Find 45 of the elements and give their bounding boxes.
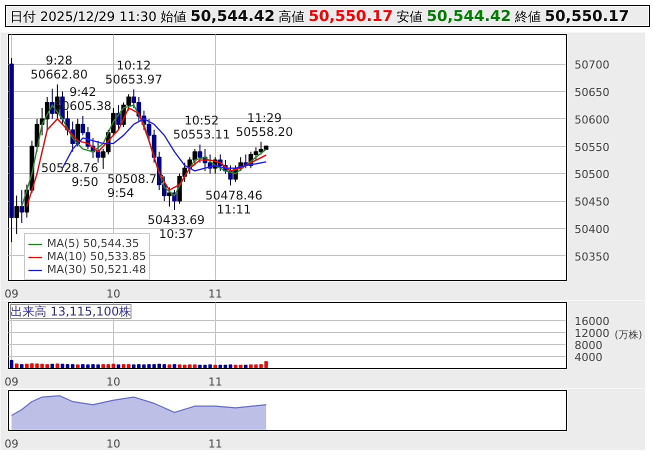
candlestick	[116, 104, 121, 130]
y-tick-label: 50350	[574, 250, 610, 264]
y-tick-label: 50550	[574, 140, 610, 154]
y-tick-label: 16000	[574, 315, 610, 328]
text: 高値	[278, 10, 305, 25]
y-axis-title: (万株)	[614, 329, 642, 341]
text: 日付 2025/12/29 11:30	[10, 10, 157, 25]
text: 50,550.17	[308, 7, 393, 25]
y-tick-label: 50700	[574, 58, 610, 72]
text: 50,544.42	[426, 7, 512, 25]
x-tick-label: 09	[4, 376, 19, 388]
annotation: 10:52 50553.11	[173, 114, 230, 142]
y-tick-label: 4000	[574, 351, 602, 364]
x-tick-label: 09	[4, 288, 19, 300]
x-tick-label: 11	[208, 288, 222, 300]
legend-label: MA(10) 50,533.85	[47, 250, 146, 263]
text: 安値	[396, 10, 423, 25]
annotation: 50478.46 11:11	[205, 188, 263, 216]
y-tick-label: 50650	[574, 86, 610, 99]
chart-title: 出来高 13,115,100株	[10, 304, 132, 318]
text: 始値	[160, 10, 186, 25]
x-tick-label: 10	[106, 376, 120, 388]
y-tick-label: 50500	[574, 168, 610, 182]
text: 50,550.17	[544, 7, 630, 25]
y-tick-label: 50450	[574, 196, 610, 209]
annotation: 11:29 50558.20	[236, 110, 294, 139]
x-tick-label: 11	[208, 376, 222, 388]
y-tick-label: 8000	[574, 339, 602, 352]
text: 50,544.42	[190, 7, 275, 25]
x-tick-label: 09	[4, 438, 19, 450]
annotation: 10:12 50653.97	[105, 58, 162, 86]
x-tick-label: 10	[106, 438, 120, 450]
annotation: 9:28 50662.80	[30, 53, 88, 82]
y-tick-label: 12000	[574, 327, 610, 340]
x-tick-label: 11	[208, 438, 222, 450]
candlestick	[19, 190, 24, 224]
y-tick-label: 50400	[574, 222, 610, 236]
candlestick	[14, 195, 19, 234]
annotation: 50528.76 9:50	[41, 160, 98, 189]
legend-label: MA(5) 50,544.35	[47, 237, 140, 250]
legend-label: MA(30) 50,521.48	[47, 263, 146, 276]
y-tick-label: 50600	[574, 113, 610, 126]
x-tick-label: 10	[106, 288, 120, 300]
text: 終値	[514, 10, 541, 25]
annotation: 50433.69 10:37	[148, 212, 205, 241]
